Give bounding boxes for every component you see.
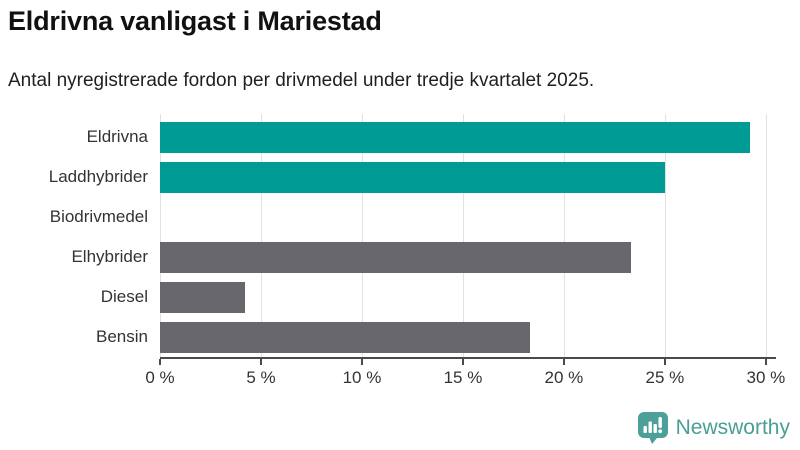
axis-tick-label: 20 % bbox=[544, 368, 584, 387]
bar-track bbox=[160, 161, 776, 193]
bar-row: Eldrivna bbox=[8, 117, 792, 157]
gridlines bbox=[160, 114, 776, 357]
axis-tick bbox=[461, 359, 464, 365]
category-label: Biodrivmedel bbox=[49, 207, 148, 226]
gridline bbox=[563, 114, 565, 357]
bar-row: Elhybrider bbox=[8, 237, 792, 277]
category-label: Elhybrider bbox=[71, 247, 148, 266]
axis-tick-label: 5 % bbox=[246, 368, 276, 387]
category-label: Laddhybrider bbox=[48, 167, 148, 186]
bar-elhybrider bbox=[160, 241, 631, 273]
axis-tick bbox=[360, 359, 363, 365]
newsworthy-logo: Newsworthy bbox=[637, 412, 790, 444]
bar-bensin bbox=[160, 321, 530, 353]
gridline bbox=[260, 114, 262, 357]
chart-subtitle: Antal nyregistrerade fordon per drivmede… bbox=[8, 70, 595, 91]
gridline bbox=[664, 114, 666, 357]
axis-tick-label: 15 % bbox=[443, 368, 483, 387]
bar-row: Diesel bbox=[8, 277, 792, 317]
axis-tick bbox=[764, 359, 767, 365]
axis-tick bbox=[562, 359, 565, 365]
axis-tick-label: 25 % bbox=[645, 368, 685, 387]
bar-eldrivna bbox=[160, 121, 750, 153]
bar-row: Laddhybrider bbox=[8, 157, 792, 197]
bar-track bbox=[160, 241, 776, 273]
axis-tick-label: 30 % bbox=[746, 368, 786, 387]
x-axis: 0 % 5 % 10 % 15 % 20 % 25 % 30 % bbox=[145, 357, 785, 393]
bar-rows: Eldrivna Laddhybrider Biodrivmedel Elhybrid… bbox=[8, 117, 792, 357]
category-label: Bensin bbox=[96, 327, 148, 346]
bar-chart: Eldrivna Laddhybrider Biodrivmedel Elhybrid… bbox=[8, 114, 792, 393]
category-label: Eldrivna bbox=[86, 127, 148, 146]
axis-tick-label: 10 % bbox=[342, 368, 382, 387]
brand-name: Newsworthy bbox=[675, 416, 790, 439]
axis-tick bbox=[259, 359, 262, 365]
bar-row: Bensin bbox=[8, 317, 792, 357]
axis-tick-label: 0 % bbox=[145, 368, 175, 387]
gridline bbox=[765, 114, 767, 357]
bar-row: Biodrivmedel bbox=[8, 197, 792, 237]
bar-track bbox=[160, 321, 776, 353]
bar-track bbox=[160, 202, 776, 233]
chart-title: Eldrivna vanligast i Mariestad bbox=[8, 6, 382, 36]
gridline bbox=[462, 114, 464, 357]
category-label: Diesel bbox=[100, 287, 148, 306]
bar-laddhybrider bbox=[160, 161, 665, 193]
bar-track bbox=[160, 281, 776, 313]
bar-chart-speech-bubble-icon bbox=[637, 412, 668, 444]
axis-tick bbox=[663, 359, 666, 365]
gridline bbox=[160, 114, 161, 357]
bar-track bbox=[160, 121, 776, 153]
gridline bbox=[361, 114, 363, 357]
axis-tick bbox=[159, 359, 161, 365]
bar-diesel bbox=[160, 281, 245, 313]
